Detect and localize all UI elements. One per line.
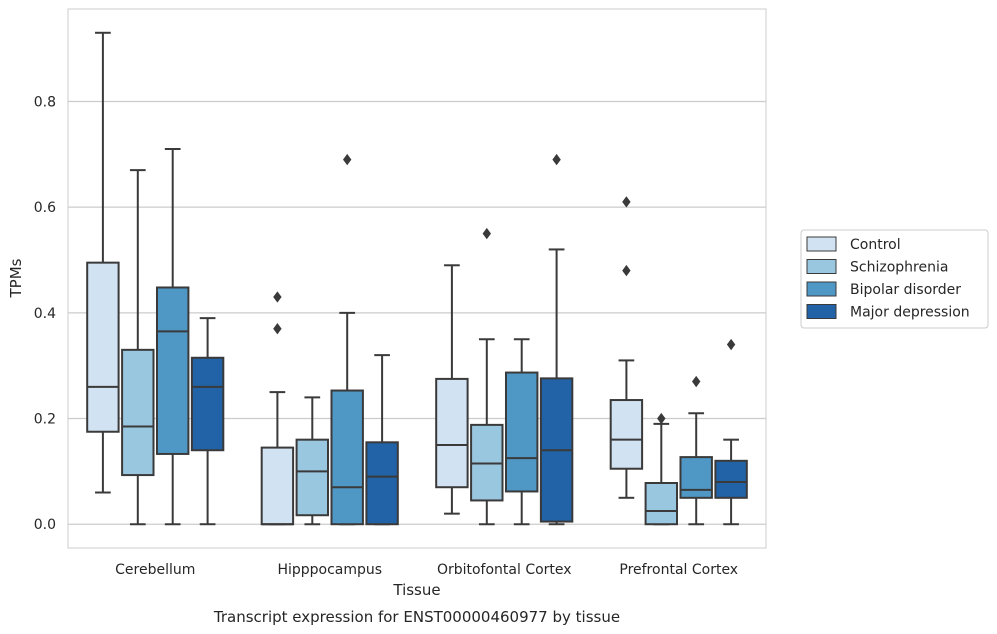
flier-point <box>692 375 701 388</box>
x-tick-label: Orbitofontal Cortex <box>437 562 572 578</box>
box-iqr <box>644 482 679 526</box>
box-iqr <box>714 459 748 499</box>
box-0-1 <box>260 291 295 526</box>
x-tick-label: Prefrontal Cortex <box>619 562 738 578</box>
box-2-1 <box>330 153 364 526</box>
box-0-2 <box>435 264 469 515</box>
y-tick-label: 0.2 <box>34 412 56 428</box>
box-iqr <box>504 371 539 493</box>
legend-swatch <box>806 236 837 252</box>
box-iqr <box>365 441 399 526</box>
box-0-0 <box>86 31 120 494</box>
x-tick-labels: Cerebellum Hipppocampus Orbitofontal Corte… <box>115 562 738 578</box>
box-3-3 <box>714 338 748 526</box>
box-3-0 <box>190 317 225 526</box>
box-iqr <box>86 261 120 433</box>
box-iqr <box>679 456 713 499</box>
legend-swatch <box>806 281 837 297</box>
box-2-3 <box>679 375 713 526</box>
box-iqr <box>295 438 330 517</box>
chart-caption: Transcript expression for ENST0000046097… <box>213 608 620 626</box>
box-1-2 <box>470 227 504 526</box>
box-3-2 <box>539 153 574 526</box>
flier-point <box>273 323 282 335</box>
box-iqr <box>121 348 155 477</box>
box-1-1 <box>295 396 330 526</box>
box-iqr <box>155 286 190 455</box>
legend-label: Control <box>850 237 901 253</box>
y-tick-label: 0.0 <box>34 517 56 533</box>
legend-frame <box>800 229 989 329</box>
flier-point <box>622 196 631 208</box>
box-2-2 <box>504 338 539 526</box>
flier-point <box>552 153 561 166</box>
y-tick-label: 0.6 <box>34 200 56 216</box>
y-tick-label: 0.8 <box>34 94 56 110</box>
box-iqr <box>435 377 469 489</box>
box-series <box>86 31 748 526</box>
legend-label: Major depression <box>850 305 970 321</box>
flier-point <box>273 291 282 303</box>
box-1-0 <box>121 169 155 526</box>
box-0-3 <box>609 196 644 499</box>
box-3-1 <box>365 354 399 526</box>
flier-point <box>726 338 736 351</box>
y-tick-labels: 0.0 0.2 0.4 0.6 0.8 <box>34 94 56 533</box>
flier-point <box>622 264 631 277</box>
y-tick-label: 0.4 <box>34 306 56 322</box>
flier-point <box>482 227 491 240</box>
x-tick-label: Hipppocampus <box>277 562 382 578</box>
box-iqr <box>609 399 644 470</box>
legend-label: Bipolar disorder <box>850 282 961 298</box>
legend-label: Schizophrenia <box>850 260 948 276</box>
flier-point <box>657 412 666 425</box>
box-iqr <box>260 446 295 526</box>
legend-swatch <box>806 259 837 274</box>
plot-frame <box>67 8 767 549</box>
box-iqr <box>330 389 364 526</box>
x-tick-label: Cerebellum <box>115 562 195 578</box>
x-axis-label: Tissue <box>392 581 440 599</box>
box-2-0 <box>155 148 190 526</box>
legend: Control Schizophrenia Bipolar disorder Majo… <box>800 229 989 329</box>
box-iqr <box>190 356 225 452</box>
y-axis-label: TPMs <box>7 258 25 298</box>
box-1-3 <box>644 412 679 526</box>
legend-swatch <box>806 304 837 319</box>
flier-point <box>343 153 352 166</box>
